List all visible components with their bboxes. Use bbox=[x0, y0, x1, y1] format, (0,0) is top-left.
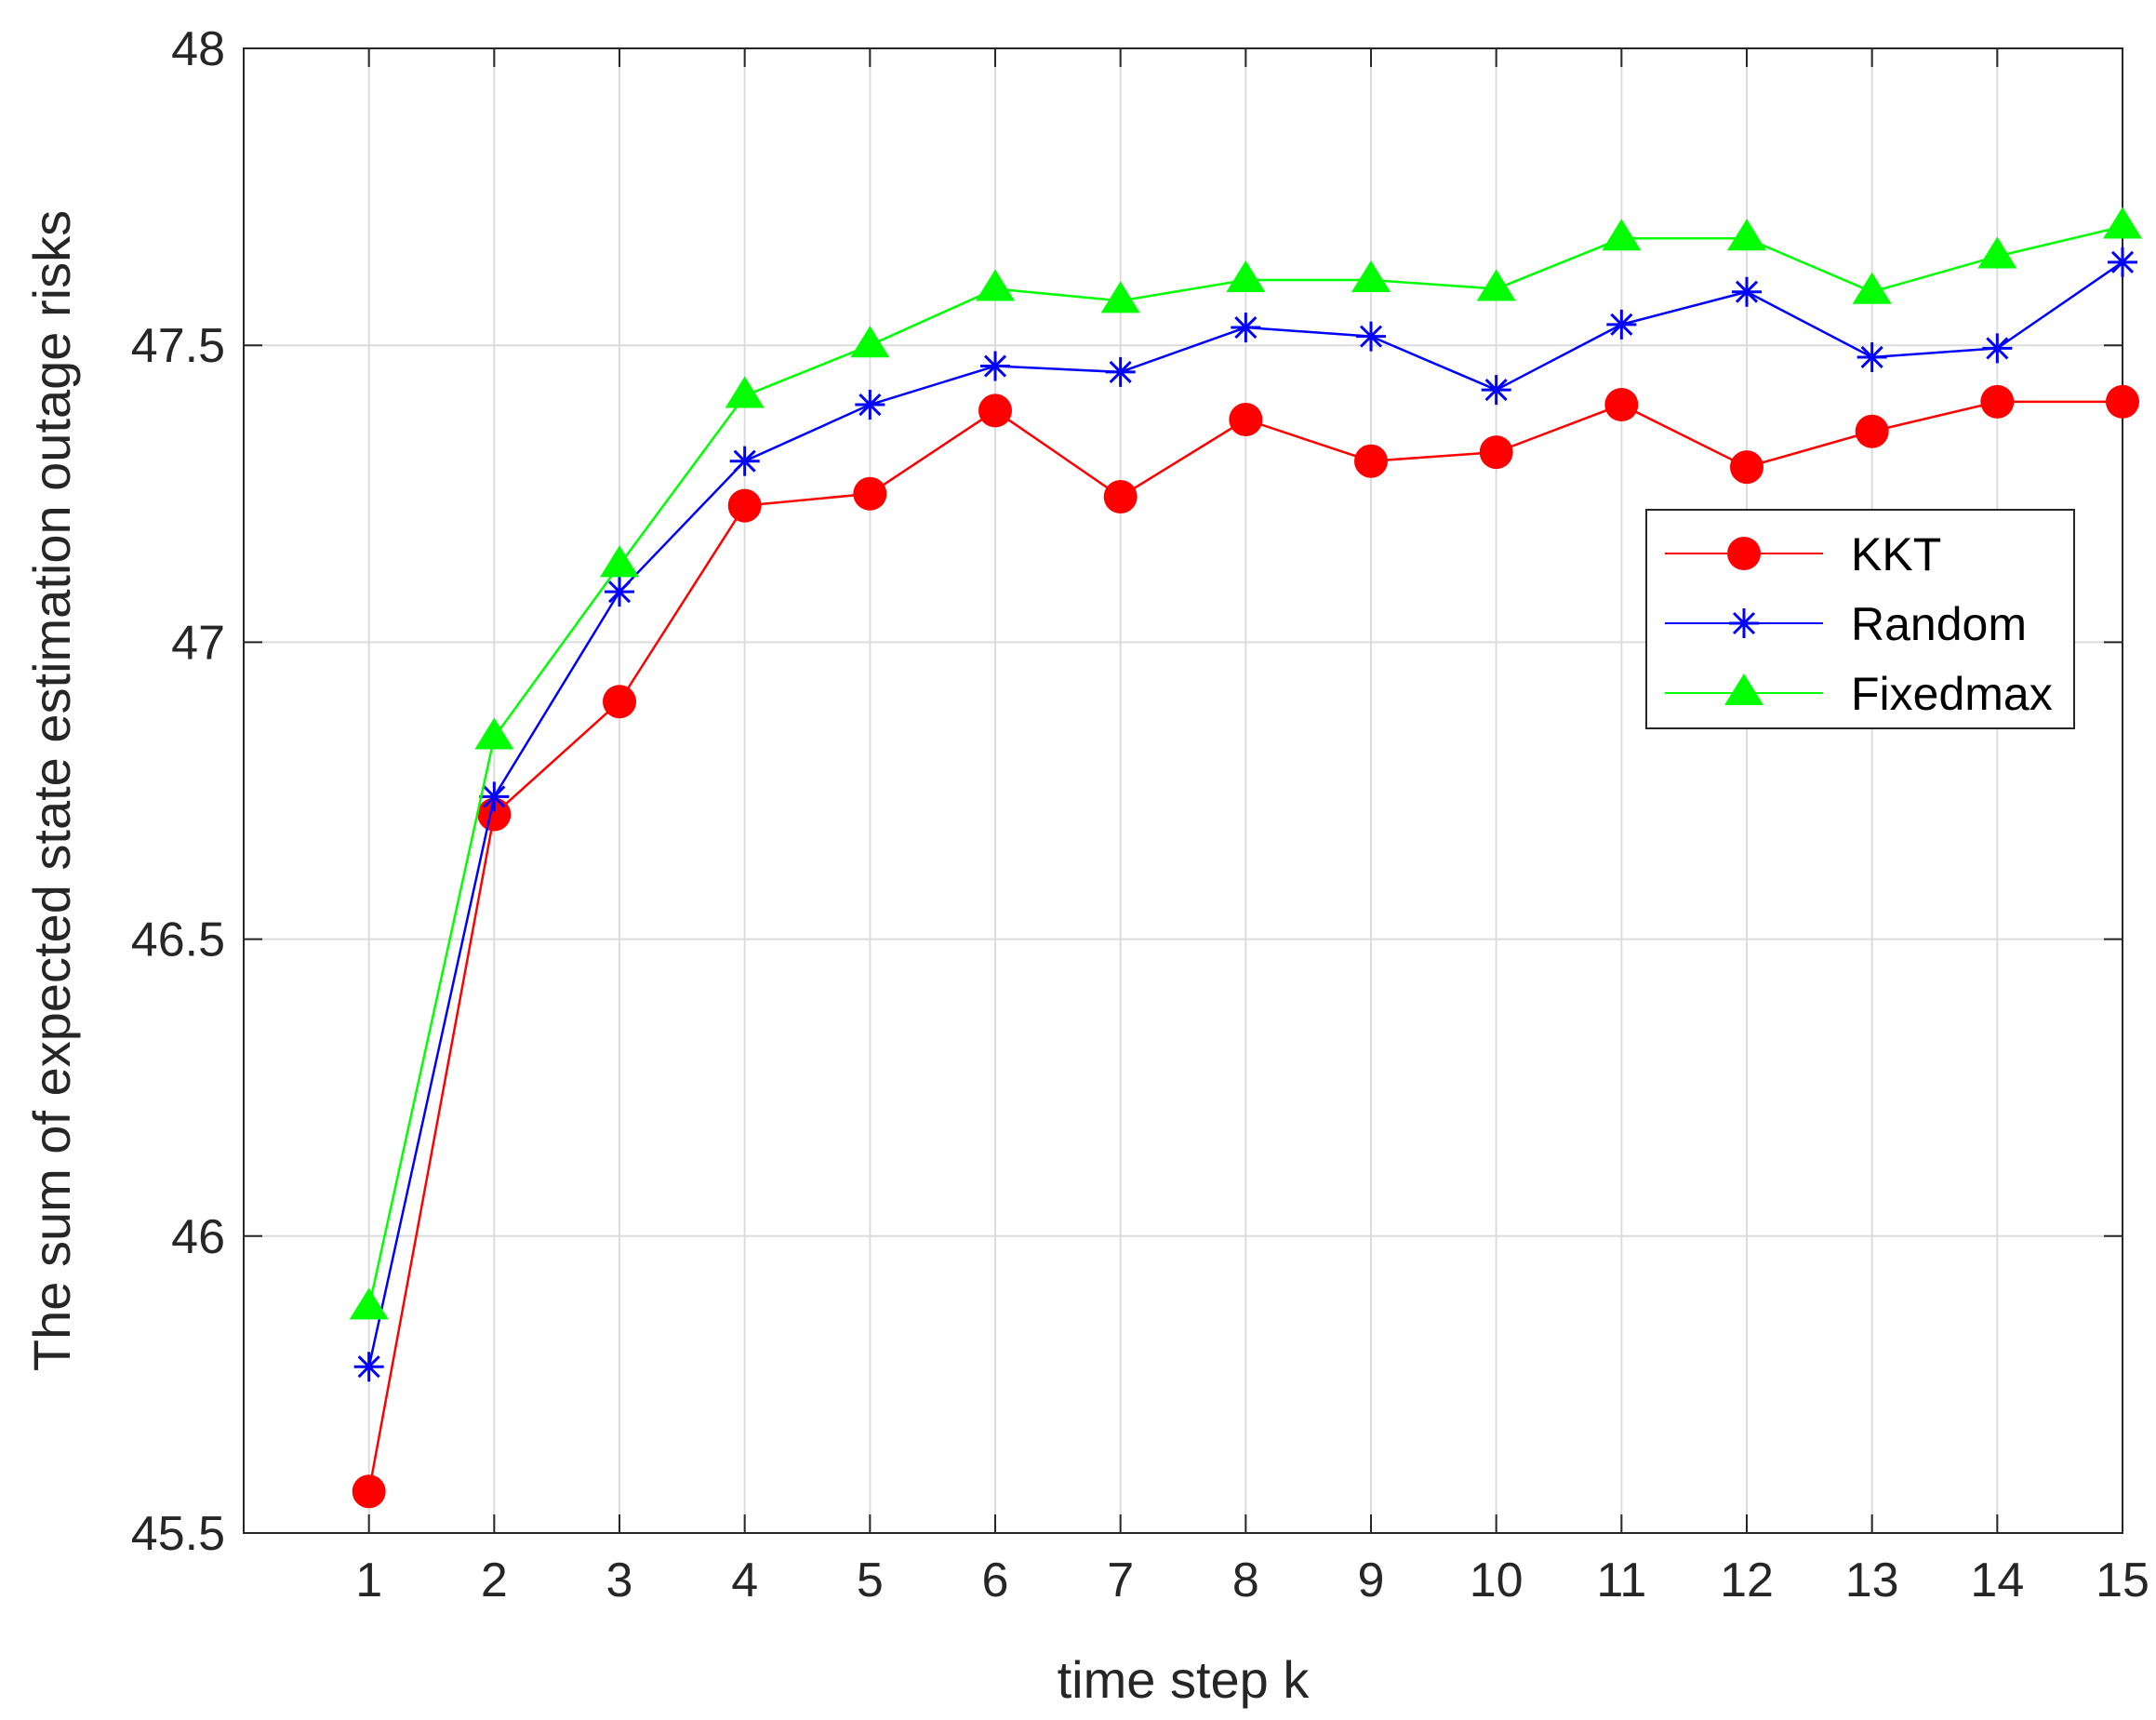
data-point-fixedmax bbox=[1351, 260, 1391, 292]
data-point-fixedmax bbox=[1602, 219, 1642, 251]
legend-label-fixedmax: Fixedmax bbox=[1851, 668, 2053, 720]
data-point-kkt bbox=[1604, 388, 1639, 422]
x-tick-label: 13 bbox=[1845, 1553, 1899, 1607]
data-point-kkt bbox=[352, 1474, 386, 1509]
data-point-kkt bbox=[727, 488, 762, 523]
data-point-random bbox=[605, 577, 634, 607]
data-point-random bbox=[479, 781, 510, 812]
data-point-fixedmax bbox=[850, 326, 890, 358]
x-tick-label: 7 bbox=[1107, 1553, 1134, 1607]
data-point-kkt bbox=[1103, 479, 1138, 513]
data-point-random bbox=[1105, 356, 1136, 387]
x-tick-label: 12 bbox=[1720, 1553, 1774, 1607]
y-tick-label: 47 bbox=[171, 616, 225, 670]
x-axis-title: time step k bbox=[1058, 1650, 1311, 1709]
data-point-kkt bbox=[1730, 450, 1763, 485]
data-point-random bbox=[1356, 321, 1386, 352]
x-tick-label: 8 bbox=[1232, 1553, 1259, 1607]
data-point-random bbox=[2108, 247, 2137, 277]
data-point-kkt bbox=[603, 685, 636, 719]
series-random bbox=[353, 247, 2137, 1382]
x-tick-label: 4 bbox=[731, 1553, 758, 1607]
x-tick-label: 6 bbox=[982, 1553, 1009, 1607]
legend-label-random: Random bbox=[1851, 598, 2027, 650]
x-tick-label: 5 bbox=[857, 1553, 884, 1607]
x-tick-label: 2 bbox=[481, 1553, 508, 1607]
data-point-fixedmax bbox=[1476, 269, 1516, 301]
data-point-fixedmax bbox=[976, 269, 1015, 301]
data-point-random bbox=[1857, 341, 1887, 372]
data-series bbox=[349, 207, 2142, 1509]
data-point-random bbox=[980, 351, 1010, 381]
x-tick-label: 10 bbox=[1470, 1553, 1524, 1607]
data-point-random bbox=[1231, 313, 1261, 343]
y-axis-title: The sum of expected state estimation out… bbox=[22, 210, 81, 1371]
data-point-kkt bbox=[1479, 435, 1513, 470]
series-kkt bbox=[352, 384, 2139, 1509]
data-point-fixedmax bbox=[474, 717, 514, 750]
data-point-fixedmax bbox=[725, 376, 765, 408]
grid-lines bbox=[244, 48, 2123, 1533]
data-point-fixedmax bbox=[1226, 260, 1266, 292]
data-point-random bbox=[1606, 309, 1637, 340]
data-point-kkt bbox=[853, 476, 887, 511]
y-tick-label: 46.5 bbox=[131, 913, 225, 967]
data-point-fixedmax bbox=[600, 545, 639, 578]
legend: KKT Random Fixedmax bbox=[1645, 509, 2075, 729]
y-tick-label: 48 bbox=[171, 22, 225, 76]
data-point-kkt bbox=[1229, 403, 1263, 436]
y-tick-label: 47.5 bbox=[131, 319, 225, 373]
legend-box bbox=[1645, 509, 2075, 729]
data-point-fixedmax bbox=[1852, 272, 1892, 304]
data-point-kkt bbox=[978, 393, 1012, 428]
data-point-fixedmax bbox=[349, 1287, 389, 1320]
legend-marker-random bbox=[1729, 608, 1759, 638]
axes bbox=[243, 47, 2123, 1534]
x-tick-label: 14 bbox=[1970, 1553, 2024, 1607]
y-tick-label: 46 bbox=[171, 1210, 225, 1264]
legend-marker-kkt bbox=[1727, 537, 1761, 570]
data-point-fixedmax bbox=[2103, 207, 2142, 239]
legend-label-kkt: KKT bbox=[1851, 528, 1941, 580]
data-point-random bbox=[1982, 333, 2013, 364]
y-tick-label: 45.5 bbox=[131, 1507, 225, 1561]
data-point-fixedmax bbox=[1727, 219, 1766, 251]
data-point-kkt bbox=[1855, 414, 1889, 448]
series-fixedmax bbox=[349, 207, 2142, 1320]
plot-area bbox=[244, 48, 2123, 1533]
data-point-kkt bbox=[1354, 444, 1388, 478]
data-point-random bbox=[1481, 375, 1511, 406]
data-point-kkt bbox=[2106, 384, 2139, 419]
data-point-kkt bbox=[1980, 384, 2015, 419]
data-point-fixedmax bbox=[1977, 236, 2017, 269]
legend-marker-fixedmax bbox=[1724, 673, 1763, 705]
data-point-random bbox=[353, 1352, 384, 1382]
x-tick-label: 3 bbox=[606, 1553, 633, 1607]
data-point-random bbox=[1732, 276, 1762, 307]
data-point-random bbox=[855, 390, 885, 420]
data-point-random bbox=[729, 446, 760, 476]
data-point-fixedmax bbox=[1100, 281, 1140, 313]
x-tick-label: 15 bbox=[2096, 1553, 2149, 1607]
x-tick-label: 1 bbox=[355, 1553, 382, 1607]
axes-box bbox=[243, 47, 2123, 1534]
x-tick-label: 9 bbox=[1358, 1553, 1385, 1607]
x-tick-label: 11 bbox=[1596, 1553, 1646, 1607]
